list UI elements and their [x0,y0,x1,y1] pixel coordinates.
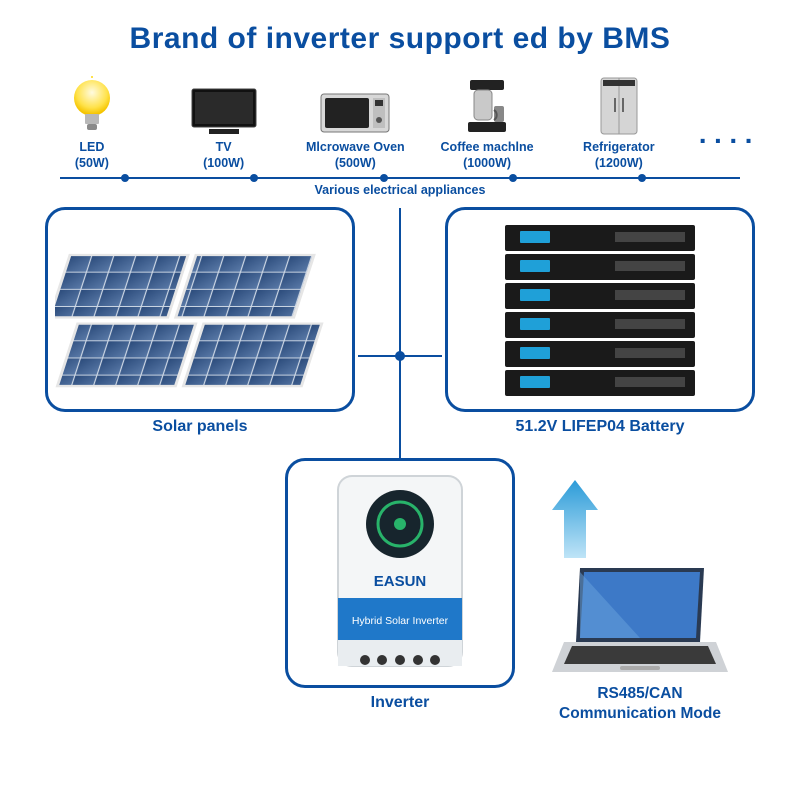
solar-panel-icon [55,220,345,400]
tv-icon [189,74,259,136]
solar-panels-label: Solar panels [152,418,247,436]
inverter-label: Inverter [371,694,430,712]
coffee-machine-icon [464,74,510,136]
appliance-led: LED(50W) [40,74,144,171]
refrigerator-icon [597,74,641,136]
page-title: Brand of inverter support ed by BMS [0,0,800,66]
battery-card [445,207,755,412]
microwave-icon [319,74,391,136]
appliance-row: LED(50W) TV(100W) Mlcrowave Oven(500W) [0,66,800,171]
appliance-bus-line [60,177,740,179]
svg-text:Hybrid Solar Inverter: Hybrid Solar Inverter [352,615,449,627]
lower-row: EASUN Hybrid Solar Inverter Inverter [0,436,800,712]
communication-mode-label: RS485/CANCommunication Mode [559,684,721,723]
appliance-bus-label: Various electrical appliances [0,183,800,197]
battery-label: 51.2V LIFEP04 Battery [516,418,685,436]
battery-rack-icon [485,217,715,402]
ellipsis-icon: ···· [699,111,760,171]
appliance-fridge: Refrigerator(1200W) [567,74,671,171]
appliance-coffee: Coffee machlne(1000W) [435,74,539,171]
solar-panels-card [45,207,355,412]
appliance-tv: TV(100W) [172,74,276,171]
inverter-card: EASUN Hybrid Solar Inverter [285,458,515,688]
laptop-icon [550,560,730,680]
inverter-icon: EASUN Hybrid Solar Inverter [320,468,480,678]
lightbulb-icon [69,74,115,136]
svg-text:EASUN: EASUN [374,573,427,590]
appliance-microwave: Mlcrowave Oven(500W) [303,74,407,171]
arrow-up-icon [540,476,610,566]
